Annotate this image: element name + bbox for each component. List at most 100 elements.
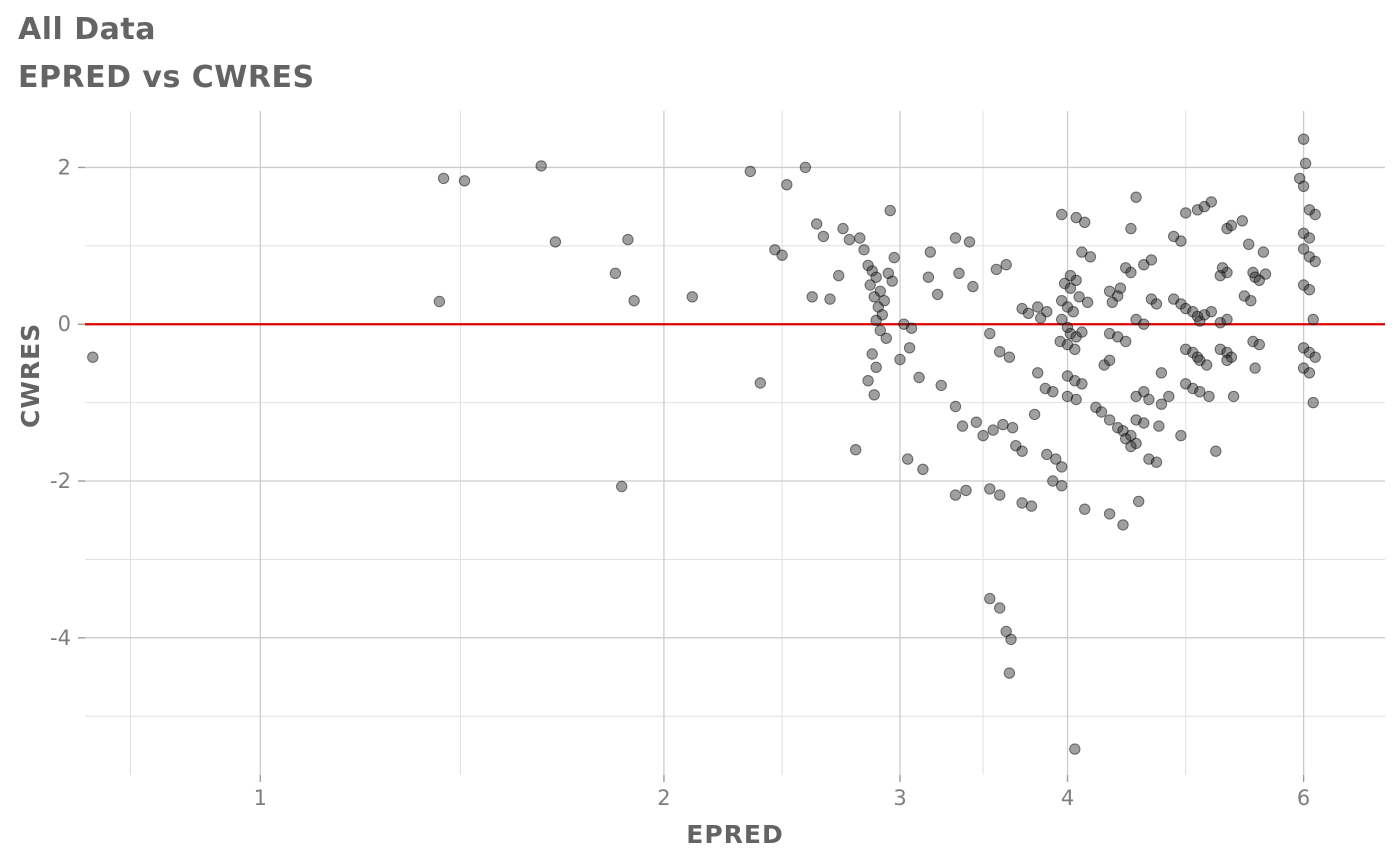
data-point [984,327,996,340]
data-point [1307,396,1319,409]
data-point [1259,268,1272,280]
data-point [1069,743,1081,755]
data-point [1069,375,1081,387]
data-point [1205,196,1218,208]
data-point [1145,254,1158,266]
data-point [1050,453,1062,465]
data-point [622,233,634,246]
data-point [1064,327,1077,340]
data-point [1061,390,1074,403]
data-point [1150,456,1163,468]
data-point [535,160,547,172]
data-point [1079,216,1091,229]
data-point [870,314,882,327]
data-point [953,267,965,280]
data-point [87,351,99,363]
data-point [913,371,925,384]
data-point [1117,519,1129,531]
data-point [984,483,996,495]
y-tick-label: -2 [50,469,71,493]
gridlines-minor [85,111,1385,775]
data-point [1000,259,1012,271]
data-point [1297,133,1310,145]
y-tick-label: -4 [50,626,71,650]
data-point [1103,508,1116,520]
data-point [1203,390,1215,403]
data-point [628,295,640,307]
data-point [1114,282,1127,294]
data-point [1138,417,1150,429]
data-point [616,480,628,493]
data-point [1216,262,1229,274]
data-point [458,175,471,187]
data-point [1245,295,1257,307]
data-point [894,353,906,366]
data-point [1210,445,1222,457]
data-point [817,230,830,243]
x-axis-title: EPRED [686,820,784,849]
data-point [1163,390,1175,403]
data-point [931,288,944,301]
y-tick-label: 2 [58,155,71,179]
data-point [880,332,892,345]
data-point [1084,251,1097,263]
data-point [833,269,845,282]
data-point [609,267,622,280]
data-point [868,389,880,401]
data-point [1106,296,1119,309]
data-point [870,271,882,283]
data-point [1112,422,1124,434]
data-point [776,249,788,261]
data-point [1221,313,1233,326]
data-point [811,218,823,230]
data-point [1249,362,1261,374]
chart-title: All Data [18,12,156,47]
data-point [686,291,698,303]
data-point [1214,343,1227,356]
data-point [1247,335,1259,348]
data-point [1103,354,1116,367]
data-point [781,179,793,191]
data-point [1130,191,1142,203]
data-point [884,204,896,217]
data-point [903,342,916,354]
data-point [1056,313,1068,326]
data-point [1303,367,1316,379]
data-point [1143,393,1155,406]
data-point [1056,480,1068,492]
gridlines-major [85,111,1385,775]
data-point [1076,326,1088,338]
data-point [1257,246,1270,258]
data-point [994,602,1006,614]
data-point [1187,382,1199,395]
data-point [949,489,962,501]
data-point [1150,298,1163,310]
data-point [1180,207,1192,219]
data-point [994,346,1006,358]
data-point [1175,429,1187,442]
data-point [1125,222,1137,235]
data-point [990,263,1003,276]
data-point [868,291,880,303]
data-point [754,377,766,389]
data-point [1041,448,1053,461]
data-point [1047,475,1059,487]
data-point [1307,313,1319,326]
data-point [949,232,962,244]
data-point [1032,301,1044,313]
data-point [1303,232,1316,244]
data-point [1125,440,1137,453]
data-point [1201,359,1213,371]
data-point [984,592,996,605]
data-point [963,236,976,248]
data-point [864,279,876,291]
data-point [1081,296,1094,309]
data-point [837,222,849,235]
data-point [997,418,1009,431]
data-point [1095,406,1108,418]
x-tick-label: 6 [1297,786,1310,810]
data-point [1064,282,1077,294]
data-point [1153,420,1165,432]
x-tick-label: 2 [657,786,670,810]
data-point [994,489,1006,501]
